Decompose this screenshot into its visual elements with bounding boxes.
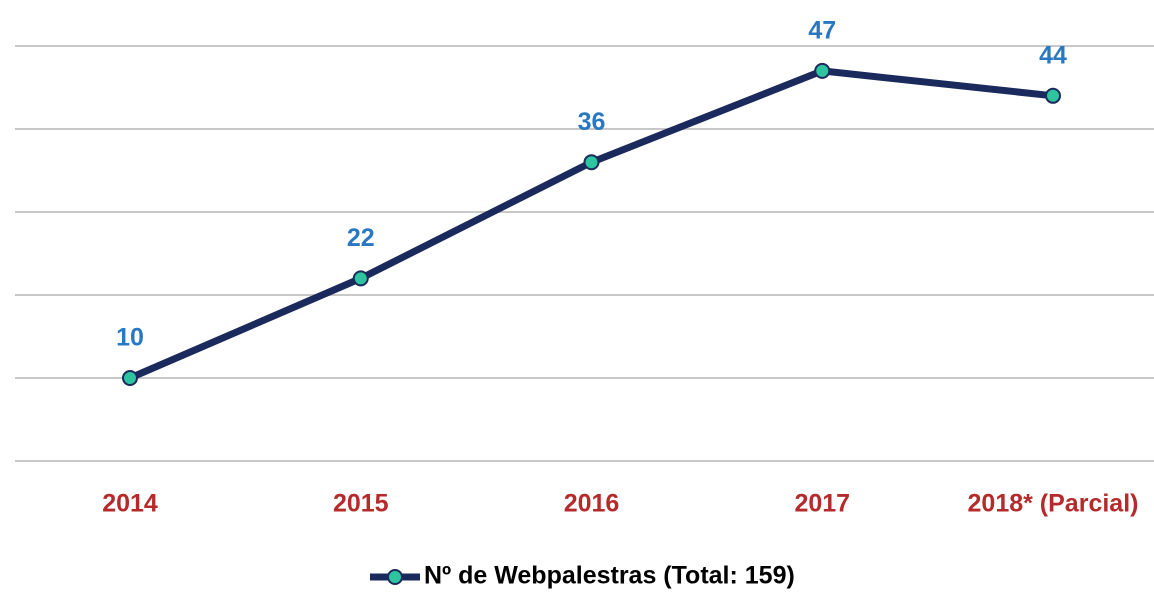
data-label: 36 — [578, 108, 606, 136]
legend-label: Nº de Webpalestras (Total: 159) — [424, 562, 795, 590]
x-tick-label: 2018* (Parcial) — [968, 490, 1139, 518]
x-tick-label: 2015 — [333, 490, 389, 518]
x-tick-label: 2017 — [794, 490, 850, 518]
data-label: 22 — [347, 224, 375, 252]
data-label: 47 — [808, 17, 836, 45]
legend-marker — [387, 569, 403, 585]
data-point — [352, 270, 369, 287]
x-tick-label: 2016 — [564, 490, 620, 518]
data-point — [583, 154, 600, 171]
data-label: 44 — [1039, 41, 1067, 69]
data-point — [1045, 87, 1061, 104]
data-point — [122, 370, 138, 386]
x-tick-label: 2014 — [102, 490, 158, 518]
data-label: 10 — [116, 324, 144, 352]
data-point — [814, 62, 831, 79]
